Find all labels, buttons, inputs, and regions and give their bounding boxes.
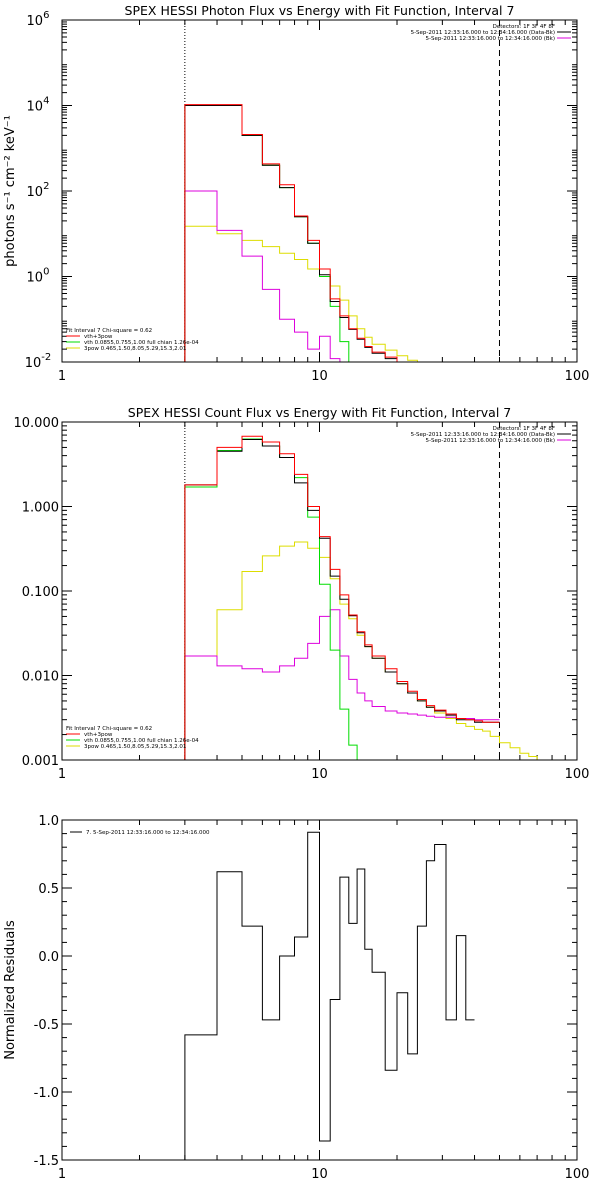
y-axis-label: Normalized Residuals bbox=[3, 920, 18, 1060]
legend-top-left-text: 7. 5-Sep-2011 12:33:16.000 to 12:34:16.0… bbox=[86, 830, 210, 836]
y-tick-label: 1.000 bbox=[22, 501, 59, 516]
y-tick-label: 0.0 bbox=[38, 950, 59, 965]
legend-bottom-left-text: 3pow 0.465,1.50,8.05,5.29,15.3,2.01 bbox=[84, 346, 186, 352]
x-tick-label: 100 bbox=[565, 369, 590, 384]
legend-bottom-left-text: 3pow 0.465,1.50,8.05,5.29,15.3,2.01 bbox=[84, 744, 186, 750]
legend-bottom-left-text: vth 0.0855,0.755,1.00 full chian 1.26e-0… bbox=[84, 738, 199, 744]
legend-bottom-left-text: vth 0.0855,0.755,1.00 full chian 1.26e-0… bbox=[84, 340, 199, 346]
series-bk bbox=[184, 190, 500, 363]
y-tick-label: -1.0 bbox=[34, 1086, 59, 1101]
legend-top-right-text: 5-Sep-2011 12:33:16.000 to 12:34:16.000 … bbox=[426, 36, 556, 42]
plot-frame bbox=[61, 19, 578, 363]
chart-title: SPEX HESSI Photon Flux vs Energy with Fi… bbox=[125, 3, 515, 18]
x-tick-label: 1 bbox=[58, 767, 66, 782]
x-tick-label: 1 bbox=[58, 369, 66, 384]
series-vth bbox=[184, 105, 358, 363]
chart-title: SPEX HESSI Count Flux vs Energy with Fit… bbox=[128, 405, 511, 420]
y-tick-label: -1.5 bbox=[34, 1154, 59, 1169]
plot-frame bbox=[61, 421, 578, 761]
series-3pow bbox=[184, 225, 538, 363]
plot-frame bbox=[61, 819, 578, 1161]
y-tick-label: 0.001 bbox=[22, 754, 59, 769]
y-tick-label: 104 bbox=[27, 96, 50, 115]
legend-bottom-left-text: Fit Interval 7 Chi-square = 0.62 bbox=[66, 328, 152, 334]
y-tick-label: 10-2 bbox=[25, 352, 52, 371]
y-tick-label: 1.0 bbox=[38, 814, 59, 829]
series-vth-3pow bbox=[184, 435, 500, 760]
y-tick-label: 106 bbox=[27, 10, 50, 29]
y-tick-label: 10.000 bbox=[14, 416, 60, 431]
series-residuals bbox=[184, 831, 475, 1160]
series-vth-3pow bbox=[184, 104, 500, 363]
legend-top-right-text: Detectors: 1F 3F 4F 8F bbox=[493, 24, 555, 30]
legend-bottom-left-text: vth+3pow bbox=[84, 732, 113, 738]
y-tick-label: 0.100 bbox=[22, 585, 59, 600]
legend-top-right-text: 5-Sep-2011 12:33:16.000 to 12:34:16.000 … bbox=[426, 438, 556, 444]
series-vth bbox=[184, 438, 365, 761]
series-3pow bbox=[184, 541, 566, 761]
legend-top-right-text: 5-Sep-2011 12:33:16.000 to 12:34:16.000 … bbox=[411, 30, 555, 36]
x-tick-label: 1 bbox=[58, 1167, 66, 1182]
x-tick-label: 10 bbox=[311, 767, 328, 782]
y-axis-label: photons s⁻¹ cm⁻² keV⁻¹ bbox=[3, 115, 18, 267]
legend-top-right-text: 5-Sep-2011 12:33:16.000 to 12:34:16.000 … bbox=[411, 432, 555, 438]
y-tick-label: 102 bbox=[27, 181, 50, 200]
series-bk bbox=[184, 609, 500, 760]
y-tick-label: -0.5 bbox=[34, 1018, 59, 1033]
legend-top-right-text: Detectors: 1F 3F 4F 8F bbox=[493, 426, 555, 432]
x-tick-label: 10 bbox=[311, 1167, 328, 1182]
y-tick-label: 0.010 bbox=[22, 670, 59, 685]
y-tick-label: 100 bbox=[27, 267, 50, 286]
x-tick-label: 10 bbox=[311, 369, 328, 384]
legend-bottom-left-text: vth+3pow bbox=[84, 334, 113, 340]
count-flux-panel: SPEX HESSI Count Flux vs Energy with Fit… bbox=[14, 405, 590, 782]
y-tick-label: 0.5 bbox=[38, 882, 59, 897]
residuals-panel: Normalized Residuals 1 10 100 1.0 0.5 0.0 -0.5 -… bbox=[3, 814, 589, 1182]
photon-flux-panel: SPEX HESSI Photon Flux vs Energy with Fi… bbox=[3, 3, 589, 384]
x-tick-label: 100 bbox=[565, 1167, 590, 1182]
x-tick-label: 100 bbox=[565, 767, 590, 782]
series-data bbox=[184, 439, 500, 760]
legend-bottom-left-text: Fit Interval 7 Chi-square = 0.62 bbox=[66, 726, 152, 732]
